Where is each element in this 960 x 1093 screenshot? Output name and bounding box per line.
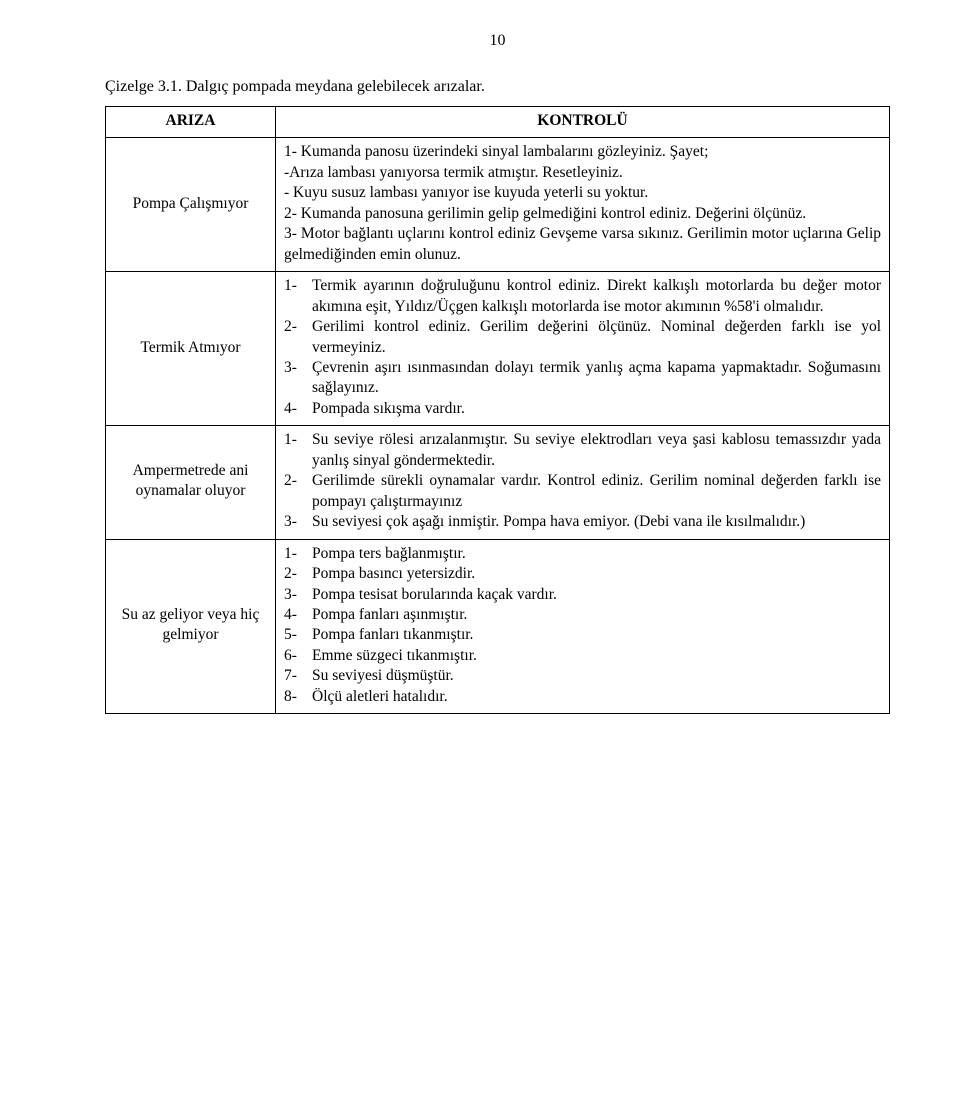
header-ariza: ARIZA <box>106 107 276 138</box>
list-item: 8-Ölçü aletleri hatalıdır. <box>284 687 881 707</box>
row-label: Pompa Çalışmıyor <box>106 138 276 272</box>
row-content: 1-Pompa ters bağlanmıştır.2-Pompa basınc… <box>276 539 890 714</box>
item-text: Emme süzgeci tıkanmıştır. <box>312 646 881 666</box>
text-line: 3- Motor bağlantı uçlarını kontrol edini… <box>284 224 881 265</box>
row-label: Ampermetrede ani oynamalar oluyor <box>106 426 276 539</box>
item-number: 4- <box>284 605 312 625</box>
numbered-list: 1-Su seviye rölesi arızalanmıştır. Su se… <box>284 430 881 532</box>
item-text: Gerilimde sürekli oynamalar vardır. Kont… <box>312 471 881 512</box>
item-text: Pompada sıkışma vardır. <box>312 399 881 419</box>
item-number: 1- <box>284 544 312 564</box>
row-content: 1- Kumanda panosu üzerindeki sinyal lamb… <box>276 138 890 272</box>
item-number: 3- <box>284 512 312 532</box>
text-line: 2- Kumanda panosuna gerilimin gelip gelm… <box>284 204 881 224</box>
row-label: Termik Atmıyor <box>106 272 276 426</box>
list-item: 2-Pompa basıncı yetersizdir. <box>284 564 881 584</box>
item-number: 1- <box>284 430 312 471</box>
list-item: 2-Gerilimi kontrol ediniz. Gerilim değer… <box>284 317 881 358</box>
content-text: 1- Kumanda panosu üzerindeki sinyal lamb… <box>284 142 881 265</box>
item-text: Termik ayarının doğruluğunu kontrol edin… <box>312 276 881 317</box>
item-number: 7- <box>284 666 312 686</box>
table-caption: Çizelge 3.1. Dalgıç pompada meydana gele… <box>105 78 890 96</box>
item-number: 8- <box>284 687 312 707</box>
item-text: Pompa ters bağlanmıştır. <box>312 544 881 564</box>
item-text: Su seviye rölesi arızalanmıştır. Su sevi… <box>312 430 881 471</box>
list-item: 6-Emme süzgeci tıkanmıştır. <box>284 646 881 666</box>
item-text: Pompa tesisat borularında kaçak vardır. <box>312 585 881 605</box>
item-text: Pompa fanları aşınmıştır. <box>312 605 881 625</box>
row-label: Su az geliyor veya hiç gelmiyor <box>106 539 276 714</box>
item-number: 3- <box>284 585 312 605</box>
list-item: 5-Pompa fanları tıkanmıştır. <box>284 625 881 645</box>
fault-table: ARIZA KONTROLÜ Pompa Çalışmıyor 1- Kuman… <box>105 106 890 714</box>
text-line: -Arıza lambası yanıyorsa termik atmıştır… <box>284 163 881 183</box>
list-item: 3-Çevrenin aşırı ısınmasından dolayı ter… <box>284 358 881 399</box>
table-row: Ampermetrede ani oynamalar oluyor 1-Su s… <box>106 426 890 539</box>
item-number: 5- <box>284 625 312 645</box>
list-item: 3-Su seviyesi çok aşağı inmiştir. Pompa … <box>284 512 881 532</box>
page: 10 Çizelge 3.1. Dalgıç pompada meydana g… <box>0 0 960 754</box>
list-item: 1-Pompa ters bağlanmıştır. <box>284 544 881 564</box>
table-row: Su az geliyor veya hiç gelmiyor 1-Pompa … <box>106 539 890 714</box>
item-text: Çevrenin aşırı ısınmasından dolayı termi… <box>312 358 881 399</box>
item-text: Su seviyesi düşmüştür. <box>312 666 881 686</box>
item-number: 1- <box>284 276 312 317</box>
text-line: 1- Kumanda panosu üzerindeki sinyal lamb… <box>284 142 881 162</box>
list-item: 1-Termik ayarının doğruluğunu kontrol ed… <box>284 276 881 317</box>
table-header-row: ARIZA KONTROLÜ <box>106 107 890 138</box>
item-text: Pompa fanları tıkanmıştır. <box>312 625 881 645</box>
item-number: 2- <box>284 471 312 512</box>
item-number: 2- <box>284 317 312 358</box>
list-item: 7-Su seviyesi düşmüştür. <box>284 666 881 686</box>
item-number: 3- <box>284 358 312 399</box>
row-content: 1-Su seviye rölesi arızalanmıştır. Su se… <box>276 426 890 539</box>
numbered-list: 1-Pompa ters bağlanmıştır.2-Pompa basınc… <box>284 544 881 708</box>
list-item: 4-Pompada sıkışma vardır. <box>284 399 881 419</box>
item-number: 4- <box>284 399 312 419</box>
item-text: Su seviyesi çok aşağı inmiştir. Pompa ha… <box>312 512 881 532</box>
table-row: Termik Atmıyor 1-Termik ayarının doğrulu… <box>106 272 890 426</box>
list-item: 1-Su seviye rölesi arızalanmıştır. Su se… <box>284 430 881 471</box>
item-text: Gerilimi kontrol ediniz. Gerilim değerin… <box>312 317 881 358</box>
table-row: Pompa Çalışmıyor 1- Kumanda panosu üzeri… <box>106 138 890 272</box>
list-item: 4-Pompa fanları aşınmıştır. <box>284 605 881 625</box>
header-kontrolu: KONTROLÜ <box>276 107 890 138</box>
list-item: 2-Gerilimde sürekli oynamalar vardır. Ko… <box>284 471 881 512</box>
item-text: Ölçü aletleri hatalıdır. <box>312 687 881 707</box>
text-line: - Kuyu susuz lambası yanıyor ise kuyuda … <box>284 183 881 203</box>
numbered-list: 1-Termik ayarının doğruluğunu kontrol ed… <box>284 276 881 419</box>
list-item: 3-Pompa tesisat borularında kaçak vardır… <box>284 585 881 605</box>
row-content: 1-Termik ayarının doğruluğunu kontrol ed… <box>276 272 890 426</box>
item-number: 2- <box>284 564 312 584</box>
page-number: 10 <box>105 32 890 50</box>
item-text: Pompa basıncı yetersizdir. <box>312 564 881 584</box>
item-number: 6- <box>284 646 312 666</box>
